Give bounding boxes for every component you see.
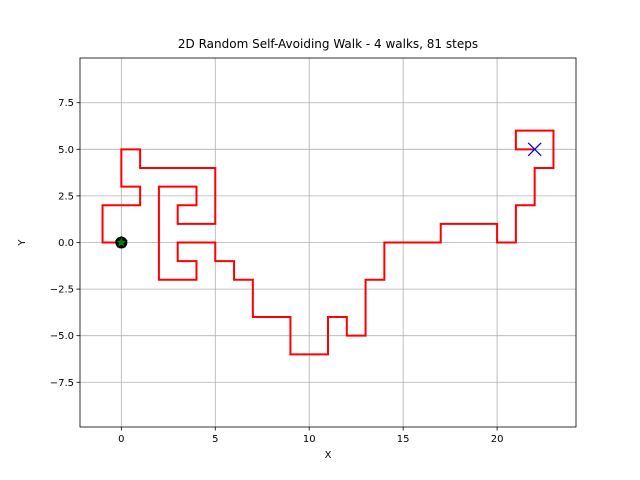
- start-star: [114, 235, 128, 249]
- x-tick-label: 10: [303, 434, 316, 445]
- walk-path: [101, 129, 555, 356]
- y-tick-label: 5.0: [58, 145, 74, 156]
- marker-layer: [114, 142, 542, 249]
- end-marker-stroke: [527, 142, 542, 157]
- y-tick-label: 2.5: [58, 191, 74, 202]
- x-axis-label: X: [325, 450, 332, 461]
- series-layer: [101, 129, 555, 356]
- y-tick-label: 7.5: [58, 98, 74, 109]
- y-tick-label: 0.0: [58, 238, 74, 249]
- x-tick-label: 5: [212, 434, 218, 445]
- x-tick-label: 20: [491, 434, 504, 445]
- x-tick-label: 15: [397, 434, 410, 445]
- x-tick-label: 0: [118, 434, 124, 445]
- chart-title: 2D Random Self-Avoiding Walk - 4 walks, …: [178, 37, 478, 51]
- y-tick-label: −5.0: [50, 331, 74, 342]
- y-axis-label: Y: [17, 239, 28, 247]
- y-tick-label: −7.5: [50, 378, 74, 389]
- y-tick-label: −2.5: [50, 285, 74, 296]
- tick-layer: 0 5 10 15 20 −7.5 −5.0 −2.5 0.0 2.5 5.0 7.5: [50, 98, 504, 445]
